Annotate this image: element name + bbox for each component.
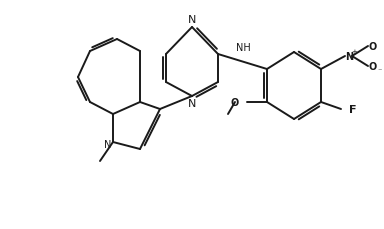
Text: N: N	[104, 139, 112, 149]
Text: +: +	[351, 49, 357, 55]
Text: ⁻: ⁻	[378, 66, 382, 75]
Text: O: O	[231, 98, 239, 108]
Text: O: O	[369, 42, 377, 52]
Text: N: N	[188, 15, 196, 25]
Text: F: F	[349, 105, 356, 114]
Text: N: N	[345, 52, 353, 62]
Text: O: O	[369, 62, 377, 72]
Text: N: N	[188, 98, 196, 109]
Text: NH: NH	[236, 43, 250, 53]
